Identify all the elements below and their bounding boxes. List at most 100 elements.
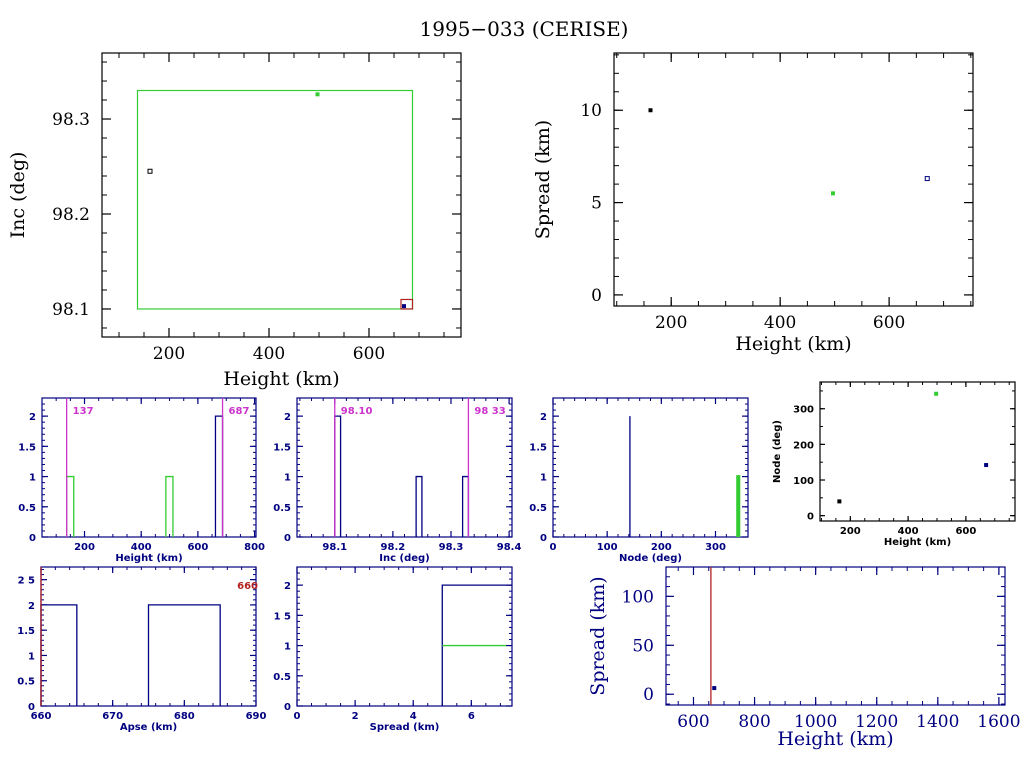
histogram-bar bbox=[441, 584, 512, 706]
y-tick-label: 0.5 bbox=[18, 503, 36, 514]
y-tick-label: 1 bbox=[28, 651, 35, 662]
plot-frame bbox=[101, 52, 462, 338]
x-tick-label: 400 bbox=[898, 526, 919, 537]
x-tick-label: 1400 bbox=[916, 712, 959, 732]
x-tick-label: 600 bbox=[187, 542, 208, 553]
plot-frame bbox=[296, 397, 513, 538]
y-tick-label: 0 bbox=[284, 533, 291, 544]
data-point bbox=[402, 304, 406, 309]
x-axis-label: Height (km) bbox=[884, 537, 951, 548]
x-axis-label: Inc (deg) bbox=[379, 553, 430, 564]
range-box bbox=[400, 298, 414, 310]
y-tick-label: 10 bbox=[580, 101, 602, 121]
x-tick-label: 300 bbox=[705, 542, 726, 553]
y-tick-label: 1 bbox=[540, 473, 547, 484]
x-axis-label: Apse (km) bbox=[120, 722, 177, 733]
marker-label: 98 33 bbox=[474, 406, 505, 417]
y-tick-label: 0 bbox=[643, 685, 654, 705]
x-axis-label: Height (km) bbox=[735, 333, 851, 355]
y-tick-label: 1.5 bbox=[529, 442, 547, 453]
x-axis-label: Height (km) bbox=[777, 728, 893, 750]
histogram-bar bbox=[461, 475, 470, 537]
chart-inc-histogram: 98.1 98.2 98.3 98.4 0 0.5 1 1.5 2 Inc (deg) 98.10 9… bbox=[273, 397, 522, 564]
histogram-bar bbox=[165, 475, 174, 537]
plot-frame bbox=[665, 566, 1006, 706]
histogram-bar bbox=[334, 415, 342, 537]
y-tick-label: 0 bbox=[29, 533, 36, 544]
data-point bbox=[648, 108, 653, 113]
y-tick-label: 300 bbox=[793, 405, 814, 416]
data-point bbox=[984, 463, 989, 468]
x-tick-label: 98.1 bbox=[322, 542, 347, 553]
y-tick-label: 100 bbox=[622, 587, 654, 607]
y-tick-label: 1 bbox=[284, 642, 291, 653]
y-tick-label: 50 bbox=[632, 636, 654, 656]
range-box bbox=[136, 89, 414, 310]
y-tick-label: 0 bbox=[28, 702, 35, 713]
y-tick-label: 0 bbox=[284, 702, 291, 713]
x-tick-label: 98.4 bbox=[497, 542, 522, 553]
x-axis-label: Node (deg) bbox=[619, 553, 682, 564]
x-tick-label: 600 bbox=[873, 313, 905, 333]
x-tick-label: 200 bbox=[840, 526, 861, 537]
x-tick-label: 670 bbox=[102, 711, 123, 722]
y-tick-label: 2 bbox=[284, 581, 291, 592]
chart-height-histogram: 200 400 600 800 0 0.5 1 1.5 2 Height (km) 137 687 bbox=[18, 397, 265, 564]
plot-frame bbox=[613, 52, 974, 307]
plot-frame bbox=[296, 566, 513, 707]
figure-title: 1995−033 (CERISE) bbox=[420, 17, 629, 41]
x-tick-label: 0 bbox=[550, 542, 557, 553]
y-axis-label: Spread (km) bbox=[587, 576, 609, 695]
x-tick-label: 400 bbox=[253, 344, 285, 364]
y-tick-label: 1.5 bbox=[17, 626, 35, 637]
data-point bbox=[712, 686, 717, 691]
chart-apse-histogram: 660 670 680 690 0 0.5 1 1.5 2 2 5 Apse (km) 660 bbox=[17, 566, 267, 733]
y-tick-label: 0 bbox=[807, 512, 814, 523]
y-tick-label: 0.5 bbox=[17, 677, 35, 688]
histogram-bar bbox=[736, 475, 741, 537]
histogram-bar bbox=[214, 415, 224, 537]
plot-frame bbox=[819, 381, 1016, 522]
x-tick-label: 98.2 bbox=[381, 542, 406, 553]
y-tick-label: 100 bbox=[793, 476, 814, 487]
chart-node-vs-height: 200 400 600 0 100 200 300 Height (km) Node (deg) bbox=[772, 381, 1016, 548]
x-axis-label: Height (km) bbox=[115, 553, 182, 564]
y-tick-label: 0.5 bbox=[273, 672, 291, 683]
histogram-bar bbox=[66, 475, 75, 537]
y-tick-label: 0.5 bbox=[273, 503, 291, 514]
plot-frame bbox=[552, 397, 749, 538]
y-axis-label: Spread (km) bbox=[532, 120, 554, 239]
x-tick-label: 6 bbox=[468, 711, 475, 722]
y-tick-label: 2 bbox=[540, 412, 547, 423]
marker-label: 660 bbox=[237, 581, 258, 592]
x-tick-label: 680 bbox=[174, 711, 195, 722]
x-tick-label: 400 bbox=[764, 313, 796, 333]
y-tick-label: 1.5 bbox=[273, 442, 291, 453]
x-tick-label: 690 bbox=[246, 711, 267, 722]
x-tick-label: 98.3 bbox=[439, 542, 464, 553]
x-tick-label: 400 bbox=[131, 542, 152, 553]
x-tick-label: 4 bbox=[410, 711, 417, 722]
x-tick-label: 200 bbox=[74, 542, 95, 553]
x-tick-label: 600 bbox=[955, 526, 976, 537]
x-tick-label: 1600 bbox=[977, 712, 1020, 732]
y-tick-label: 0.5 bbox=[529, 503, 547, 514]
y-tick-label: 98.3 bbox=[52, 110, 90, 130]
x-axis-label: Height (km) bbox=[223, 368, 339, 390]
x-tick-label: 1000 bbox=[794, 712, 837, 732]
y-tick-label: 200 bbox=[793, 440, 814, 451]
x-tick-label: 0 bbox=[294, 711, 301, 722]
y-tick-label: 1.5 bbox=[18, 442, 36, 453]
y-tick-label: 5 bbox=[591, 194, 602, 214]
data-point bbox=[147, 168, 153, 174]
x-tick-label: 2 bbox=[352, 711, 359, 722]
x-tick-label: 800 bbox=[738, 712, 770, 732]
data-point bbox=[837, 499, 842, 504]
chart-spread-vs-height-wide: 600 800 1000 1200 1400 1600 0 50 100 Height (km) S… bbox=[587, 566, 1021, 750]
marker-label: 98.10 bbox=[341, 406, 373, 417]
chart-spread-histogram: 0 2 4 6 0 0.5 1 1 5 2 Spread (km) bbox=[273, 566, 513, 733]
y-tick-label: 1 bbox=[29, 473, 36, 484]
data-point bbox=[830, 191, 835, 196]
y-tick-label: 1 bbox=[284, 473, 291, 484]
